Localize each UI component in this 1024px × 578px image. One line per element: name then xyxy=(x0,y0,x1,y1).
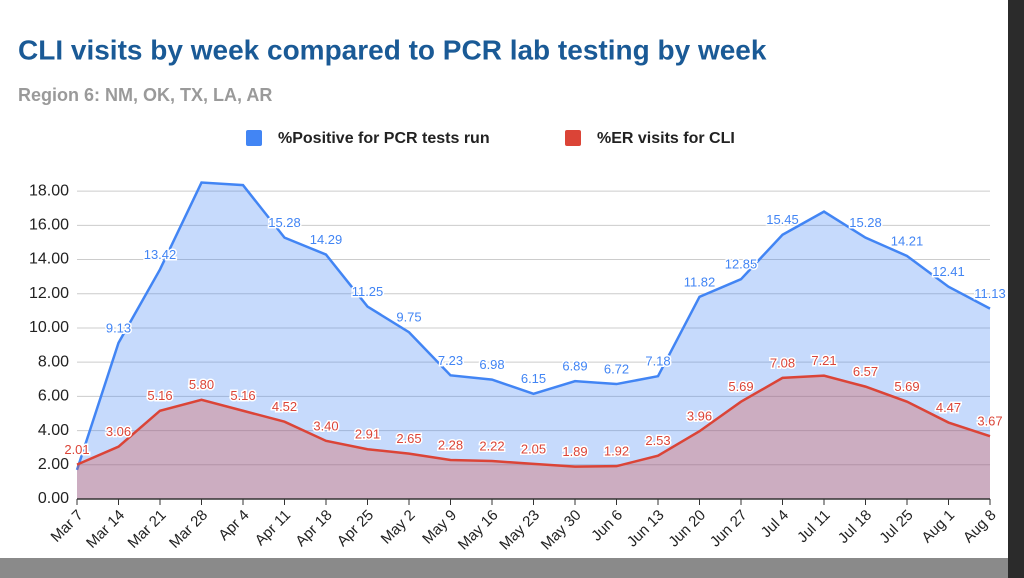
value-label: 9.13 xyxy=(106,320,131,335)
value-label: 3.06 xyxy=(106,424,131,439)
y-tick-label: 6.00 xyxy=(38,388,69,405)
y-tick-label: 14.00 xyxy=(29,251,69,268)
legend-label: %ER visits for CLI xyxy=(597,130,735,147)
value-label: 6.15 xyxy=(521,371,546,386)
value-label: 15.45 xyxy=(766,212,799,227)
y-tick-label: 4.00 xyxy=(38,422,69,439)
legend-swatch xyxy=(246,130,262,146)
value-label: 11.25 xyxy=(352,284,384,299)
legend-label: %Positive for PCR tests run xyxy=(278,130,490,147)
value-label: 9.75 xyxy=(396,310,421,325)
value-label: 6.57 xyxy=(853,364,878,379)
value-label: 14.29 xyxy=(310,232,343,247)
value-label: 5.80 xyxy=(189,377,214,392)
value-label: 7.08 xyxy=(770,355,795,370)
value-label: 15.28 xyxy=(268,215,301,230)
value-label: 1.92 xyxy=(604,444,629,459)
value-label: 2.91 xyxy=(355,427,380,442)
value-label: 2.28 xyxy=(438,437,463,452)
value-label: 6.98 xyxy=(479,357,504,372)
y-tick-label: 10.00 xyxy=(29,319,69,336)
side-edge xyxy=(1008,0,1024,578)
value-label: 7.21 xyxy=(811,353,836,368)
series-line xyxy=(75,181,991,471)
y-tick-label: 2.00 xyxy=(38,456,69,473)
value-label: 3.67 xyxy=(977,414,1002,429)
y-tick-label: 0.00 xyxy=(38,490,69,507)
value-label: 4.47 xyxy=(936,400,961,415)
footer-bar xyxy=(0,558,1008,578)
value-label: 6.72 xyxy=(604,361,629,376)
y-tick-label: 16.00 xyxy=(29,217,69,234)
value-label: 1.89 xyxy=(562,444,587,459)
y-tick-label: 12.00 xyxy=(29,285,69,302)
value-label: 3.40 xyxy=(313,418,338,433)
value-label: 11.82 xyxy=(684,274,716,289)
value-label: 5.69 xyxy=(728,379,753,394)
chart-title: CLI visits by week compared to PCR lab t… xyxy=(18,34,767,65)
value-label: 7.23 xyxy=(438,353,463,368)
value-label: 12.85 xyxy=(725,257,758,272)
value-label: 5.16 xyxy=(147,388,172,403)
value-label: 15.28 xyxy=(849,215,882,230)
value-label: 2.01 xyxy=(64,442,89,457)
value-label: 5.16 xyxy=(230,388,255,403)
value-label: 13.42 xyxy=(144,247,177,262)
value-label: 2.05 xyxy=(521,441,546,456)
value-label: 7.18 xyxy=(645,354,670,369)
y-tick-label: 18.00 xyxy=(29,182,69,199)
value-label: 2.53 xyxy=(645,433,670,448)
chart-subtitle: Region 6: NM, OK, TX, LA, AR xyxy=(18,85,272,105)
legend-swatch xyxy=(565,130,581,146)
value-label: 6.89 xyxy=(562,359,587,374)
value-label: 4.52 xyxy=(272,399,297,414)
value-label: 5.69 xyxy=(894,379,919,394)
value-label: 11.13 xyxy=(974,286,1006,301)
series-area xyxy=(77,182,990,500)
value-label: 12.41 xyxy=(932,264,965,279)
series-area xyxy=(77,375,990,499)
value-label: 14.21 xyxy=(891,233,924,248)
value-label: 3.96 xyxy=(687,409,712,424)
y-tick-label: 8.00 xyxy=(38,353,69,370)
series-line xyxy=(76,374,991,468)
value-label: 2.22 xyxy=(479,438,504,453)
value-label: 2.65 xyxy=(396,431,421,446)
